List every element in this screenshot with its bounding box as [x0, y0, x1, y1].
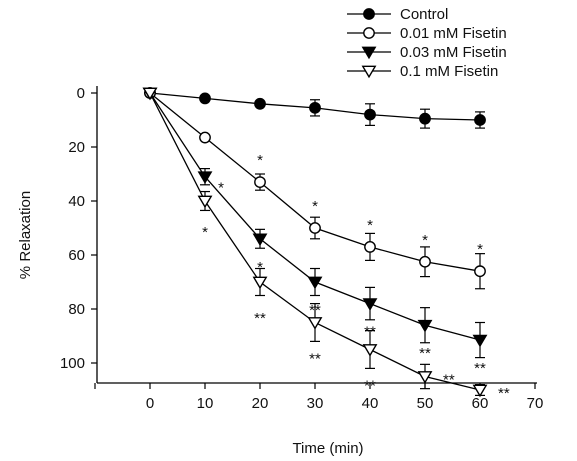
significance-label: * — [257, 152, 263, 169]
data-point — [142, 87, 158, 101]
x-axis-ticks: 0 10 20 30 40 50 60 70 — [94, 383, 544, 412]
data-point — [419, 112, 431, 125]
legend-item: 0.03 mM Fisetin — [347, 44, 507, 61]
data-point — [252, 233, 268, 247]
significance-label: * — [477, 241, 483, 258]
data-point — [361, 65, 377, 79]
data-point — [199, 131, 211, 144]
y-tick-label: 60 — [68, 247, 85, 264]
data-point — [252, 276, 268, 290]
series-1: * * * * * — [144, 87, 486, 290]
data-point — [309, 222, 321, 234]
data-point — [363, 8, 375, 20]
y-axis-label: % Relaxation — [17, 191, 34, 279]
x-tick-label: 10 — [197, 395, 214, 412]
significance-label: ** — [474, 360, 486, 377]
y-tick-label: 80 — [68, 301, 85, 318]
data-point — [309, 101, 321, 114]
x-tick-label: 0 — [146, 395, 154, 412]
y-tick-label: 0 — [77, 85, 85, 102]
data-point — [197, 195, 213, 209]
legend-label: 0.03 mM Fisetin — [400, 44, 507, 61]
significance-label: * — [367, 217, 373, 234]
data-point — [362, 298, 378, 311]
data-point — [197, 171, 213, 184]
significance-label: ** — [309, 351, 321, 368]
legend-label: Control — [400, 6, 448, 23]
data-point — [307, 317, 323, 330]
significance-label: ** — [443, 372, 455, 389]
x-tick-label: 20 — [252, 395, 269, 412]
legend-item: 0.1 mM Fisetin — [347, 63, 498, 80]
legend-item: Control — [347, 6, 448, 23]
data-point — [364, 240, 376, 253]
data-point — [361, 46, 377, 60]
data-point — [417, 371, 433, 384]
legend-label: 0.01 mM Fisetin — [400, 25, 507, 42]
series-0 — [144, 87, 486, 129]
y-tick-label: 40 — [68, 193, 85, 210]
significance-label: * — [202, 224, 208, 241]
data-point — [419, 255, 431, 268]
data-point — [363, 27, 375, 39]
legend-label: 0.1 mM Fisetin — [400, 63, 498, 80]
significance-label: * — [257, 259, 263, 276]
plot-area: ********************** **** — [142, 87, 510, 402]
legend-item: 0.01 mM Fisetin — [347, 25, 507, 42]
x-tick-label: 50 — [417, 395, 434, 412]
significance-label: ** — [364, 378, 376, 395]
significance-label: * — [312, 198, 318, 215]
x-tick-label: 60 — [472, 395, 489, 412]
significance-label: ** — [254, 310, 266, 327]
significance-label: * — [218, 180, 224, 197]
data-point — [472, 384, 488, 398]
data-point — [254, 97, 266, 110]
data-point — [474, 114, 486, 126]
x-tick-label: 70 — [527, 395, 544, 412]
x-tick-label: 40 — [362, 395, 379, 412]
y-tick-label: 100 — [60, 355, 85, 372]
data-point — [364, 108, 376, 121]
data-point — [417, 319, 433, 333]
x-tick-label: 30 — [307, 395, 324, 412]
data-point — [199, 92, 211, 105]
legend: Control 0.01 mM Fisetin 0.03 mM Fisetin 0.1… — [347, 6, 507, 80]
significance-label: * — [422, 232, 428, 249]
data-point — [474, 265, 486, 278]
data-point — [362, 344, 378, 357]
axes — [96, 86, 537, 384]
series-3: ******* **** — [142, 87, 510, 402]
significance-label: ** — [419, 345, 431, 362]
significance-label: ** — [498, 385, 510, 402]
y-axis-ticks: 0 20 40 60 80 100 — [60, 85, 97, 372]
data-point — [307, 276, 323, 290]
data-point — [472, 334, 488, 348]
data-point — [254, 176, 266, 189]
y-tick-label: 20 — [68, 139, 85, 156]
x-axis-label: Time (min) — [292, 440, 363, 457]
